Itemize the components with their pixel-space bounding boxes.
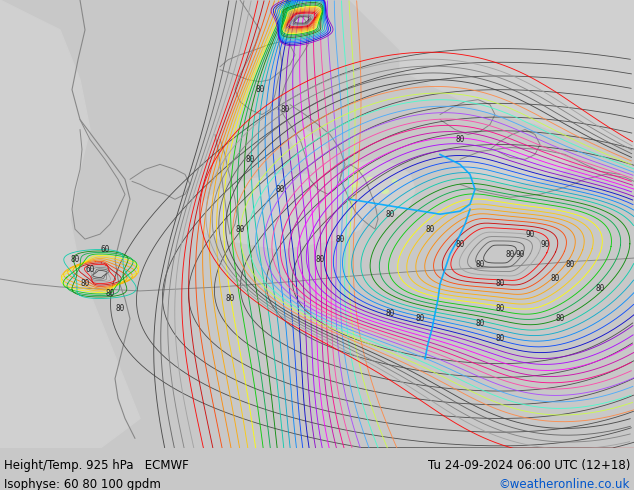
Text: 90: 90	[540, 240, 550, 248]
Text: 80: 80	[415, 314, 425, 323]
Text: 80: 80	[505, 249, 515, 259]
Text: 80: 80	[81, 279, 89, 289]
Polygon shape	[0, 0, 140, 448]
Ellipse shape	[382, 189, 389, 193]
Text: 80: 80	[280, 105, 290, 114]
Text: 90: 90	[515, 249, 524, 259]
Text: 60: 60	[100, 245, 110, 254]
Text: 80: 80	[245, 155, 255, 164]
Text: 80: 80	[455, 240, 465, 248]
Ellipse shape	[357, 170, 363, 173]
Text: 90: 90	[526, 230, 534, 239]
Text: 80: 80	[335, 235, 345, 244]
Text: ©weatheronline.co.uk: ©weatheronline.co.uk	[498, 478, 630, 490]
Ellipse shape	[367, 177, 373, 181]
Text: 80: 80	[235, 224, 245, 234]
Ellipse shape	[392, 179, 398, 183]
Text: Height/Temp. 925 hPa   ECMWF: Height/Temp. 925 hPa ECMWF	[4, 459, 189, 472]
Text: 80: 80	[495, 304, 505, 314]
Text: 80: 80	[425, 224, 435, 234]
Text: 80: 80	[455, 135, 465, 144]
Polygon shape	[350, 0, 634, 149]
Text: 80: 80	[555, 314, 565, 323]
Text: 80: 80	[385, 309, 394, 318]
Polygon shape	[460, 149, 570, 184]
Ellipse shape	[351, 182, 359, 187]
Text: 80: 80	[495, 334, 505, 343]
Text: 80: 80	[476, 319, 484, 328]
Text: 60: 60	[86, 265, 94, 273]
Text: 80: 80	[225, 294, 235, 303]
Polygon shape	[400, 0, 634, 149]
Text: 80: 80	[70, 254, 80, 264]
Text: 80: 80	[315, 254, 325, 264]
Text: 80: 80	[476, 260, 484, 269]
Polygon shape	[200, 174, 370, 249]
Text: 80: 80	[275, 185, 285, 194]
Polygon shape	[290, 129, 335, 184]
Text: 80: 80	[566, 260, 574, 269]
Polygon shape	[340, 159, 415, 214]
Text: 80: 80	[550, 274, 560, 284]
Text: 80: 80	[595, 284, 605, 294]
Text: Tu 24-09-2024 06:00 UTC (12+18): Tu 24-09-2024 06:00 UTC (12+18)	[427, 459, 630, 472]
Text: 80: 80	[256, 85, 264, 94]
Text: 80: 80	[385, 210, 394, 219]
Text: 80: 80	[495, 279, 505, 289]
Text: 80: 80	[115, 304, 125, 314]
Text: 80: 80	[105, 290, 115, 298]
Text: Isophyse: 60 80 100 gpdm: Isophyse: 60 80 100 gpdm	[4, 478, 161, 490]
